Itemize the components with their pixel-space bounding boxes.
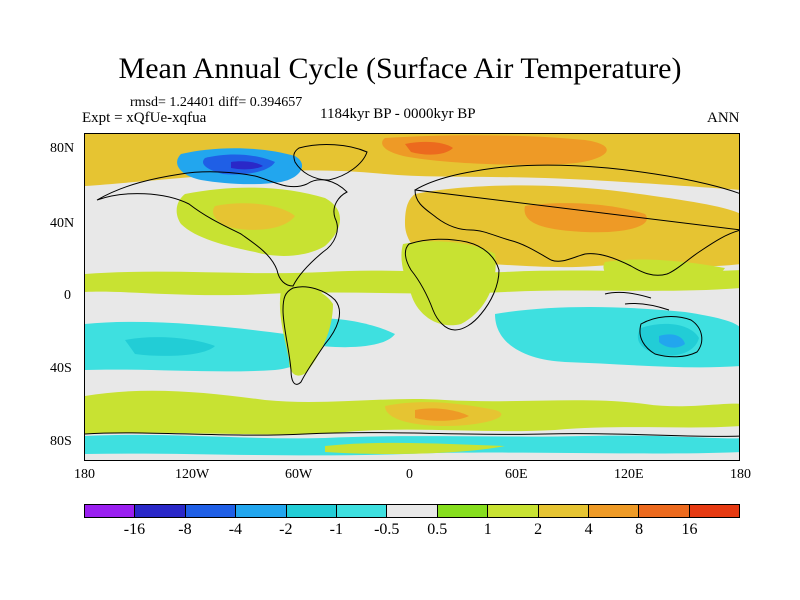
coast-eurasia [414,164,739,276]
colorbar-box [538,505,589,517]
season-label: ANN [707,110,740,126]
colorbar-label: 0.5 [427,521,448,538]
colorbar-box [437,505,489,517]
colorbar-box [689,505,740,517]
plot-title: Mean Annual Cycle (Surface Air Temperatu… [118,52,682,85]
colorbar-box [387,505,438,517]
colorbar-box [639,505,690,517]
colorbar-box [185,505,237,517]
field-warm-arctic-core [382,135,607,165]
colorbar-box [286,505,337,517]
coast-indonesia [604,291,670,311]
x-tick-60e: 60E [505,467,528,482]
rmsd-diff-stats: rmsd= 1.24401 diff= 0.394657 [130,95,303,110]
x-tick-60w: 60W [285,467,313,482]
colorbar-label: 8 [635,521,644,538]
coast-greenland [293,144,368,181]
colorbar-box [488,505,539,517]
colorbar-label: -16 [123,521,146,538]
field-cool-australia-core [659,334,685,348]
x-tick-120w: 120W [175,467,210,482]
period-label: 1184kyr BP - 0000kyr BP [320,106,476,122]
colorbar-box [135,505,186,517]
x-tick-180-right: 180 [730,467,751,482]
field-warm-pacific-west [603,259,725,288]
y-tick-40s: 40S [50,361,72,376]
colorbar-label: -1 [329,521,343,538]
field-cool-greenland-deep [231,161,263,170]
map-svg [85,134,739,460]
colorbar-label: -8 [178,521,192,538]
coast-antarctica [85,432,739,437]
y-tick-40n: 40N [50,216,75,231]
colorbar-label: 16 [681,521,698,538]
x-tick-120e: 120E [614,467,644,482]
colorbar-label: 1 [483,521,492,538]
coastlines [85,144,739,437]
x-tick-180-left: 180 [74,467,95,482]
colorbar-box [336,505,388,517]
colorbar-label: 4 [584,521,593,538]
colorbar-label: -4 [228,521,243,538]
field-warm-samerica [279,287,333,376]
temperature-anomaly-map [84,133,740,461]
field-warm-asia-core [524,203,647,233]
y-tick-0: 0 [64,288,71,303]
field-warm-africa [401,241,496,326]
field-warm-arctic-hot [405,141,453,155]
coast-australia [639,316,703,358]
field-warm-south-patch2 [415,408,469,421]
coast-africa [404,238,500,331]
y-tick-80s: 80S [50,434,72,449]
colorbar-box [236,505,287,517]
colorbar-label: -2 [279,521,293,538]
colorbar-box [588,505,640,517]
field-warm-namerica-core [213,203,295,230]
y-tick-80n: 80N [50,141,75,156]
experiment-label: Expt = xQfUe-xqfua [82,110,207,126]
colorbar-label: 2 [534,521,543,538]
colorbar-label: -0.5 [374,521,400,538]
x-tick-0: 0 [406,467,413,482]
colorbar [84,504,740,518]
coast-south-america [282,286,340,385]
coast-north-america [96,171,348,287]
field-cool-south-pacific-core [125,337,215,356]
field-antarctic-warm [325,442,505,454]
colorbar-box [85,505,136,517]
